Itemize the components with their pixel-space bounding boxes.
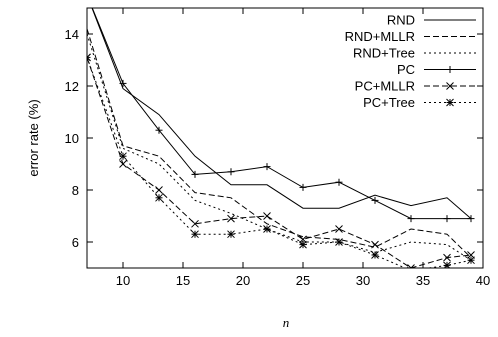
series-line: [87, 28, 472, 258]
series-rnd: [91, 8, 472, 219]
data-point: [263, 163, 271, 171]
marker-stroke: [335, 238, 343, 246]
axis-ticks: [87, 8, 484, 268]
data-point: [407, 264, 415, 268]
data-point: [191, 219, 199, 228]
data-point: [335, 225, 343, 233]
data-point: [119, 160, 127, 168]
marker-stroke: [119, 152, 127, 161]
marker-stroke: [87, 53, 91, 59]
marker-stroke: [227, 214, 235, 223]
data-point: [407, 215, 415, 223]
y-tick-label: 12: [65, 79, 79, 94]
data-point: [371, 251, 379, 259]
marker-stroke: [467, 256, 475, 265]
legend-item: PC+Tree: [363, 95, 476, 110]
series-pc-mllr: [87, 53, 475, 268]
x-tick-label: 20: [236, 273, 250, 288]
y-axis-label: error rate (%): [26, 99, 41, 176]
y-tick-label: 10: [65, 131, 79, 146]
series-line: [91, 8, 472, 219]
legend-label: RND+Tree: [353, 46, 415, 61]
data-point: [371, 240, 379, 249]
series-pc-tree: [87, 53, 475, 268]
data-point: [299, 183, 307, 191]
marker-stroke: [263, 225, 271, 233]
data-point: [191, 170, 199, 178]
data-point: [263, 212, 271, 220]
data-point: [335, 238, 343, 246]
marker-stroke: [335, 225, 343, 233]
marker-stroke: [443, 253, 451, 262]
data-point: [155, 186, 163, 194]
x-tick-label: 15: [176, 273, 190, 288]
legend-item: RND+Tree: [353, 46, 476, 61]
data-point: [227, 230, 235, 239]
data-point: [87, 53, 91, 62]
series-line: [87, 57, 472, 268]
x-tick-label: 30: [356, 273, 370, 288]
series-pc: [91, 8, 475, 223]
x-tick-label: 10: [116, 273, 130, 288]
legend-item: RND: [387, 13, 476, 28]
series-layer: [87, 8, 475, 268]
data-point: [227, 168, 235, 176]
data-point: [155, 193, 163, 202]
marker-stroke: [263, 212, 271, 220]
y-tick-label: 8: [72, 183, 79, 198]
data-point: [299, 240, 307, 249]
legend-item: PC: [397, 62, 476, 77]
legend-label: RND: [387, 13, 415, 28]
marker-stroke: [119, 160, 127, 168]
marker-stroke: [446, 82, 454, 90]
x-axis-label: n: [283, 315, 290, 330]
data-point: [335, 178, 343, 186]
marker-stroke: [155, 193, 163, 202]
marker-stroke: [443, 261, 451, 268]
marker-stroke: [371, 251, 379, 259]
marker-stroke: [191, 230, 199, 239]
data-point: [155, 126, 163, 134]
marker-stroke: [227, 230, 235, 239]
marker-stroke: [191, 219, 199, 228]
data-point: [443, 253, 451, 262]
x-tick-label: 25: [296, 273, 310, 288]
data-point: [467, 215, 475, 223]
data-point: [191, 230, 199, 239]
marker-stroke: [371, 240, 379, 249]
data-point: [443, 261, 451, 268]
marker-stroke: [299, 240, 307, 249]
legend-label: PC: [397, 62, 415, 77]
legend-label: PC+Tree: [363, 95, 415, 110]
marker-stroke: [446, 98, 454, 107]
marker-stroke: [410, 264, 415, 268]
plot-frame: [86, 7, 484, 269]
data-point: [227, 214, 235, 223]
x-tick-label: 40: [476, 273, 490, 288]
legend-label: PC+MLLR: [355, 79, 415, 94]
marker-stroke: [407, 264, 412, 268]
series-line: [87, 57, 472, 268]
marker-stroke: [87, 56, 91, 62]
data-point: [443, 215, 451, 223]
data-point: [119, 152, 127, 161]
data-point: [263, 225, 271, 233]
data-point: [467, 256, 475, 265]
y-tick-label: 6: [72, 235, 79, 250]
tick-labels: 10 15 20 25 30 35 40 6 8 10 12 14: [65, 27, 491, 288]
marker-stroke: [155, 186, 163, 194]
y-tick-label: 14: [65, 27, 79, 42]
series-line: [91, 8, 471, 220]
x-tick-label: 35: [416, 273, 430, 288]
data-point: [371, 196, 379, 204]
data-point: [119, 79, 127, 87]
legend-label: RND+MLLR: [345, 29, 415, 44]
legend-item: PC+MLLR: [355, 79, 476, 94]
legend-item: RND+MLLR: [345, 29, 476, 44]
series-rnd-mllr: [87, 28, 472, 258]
